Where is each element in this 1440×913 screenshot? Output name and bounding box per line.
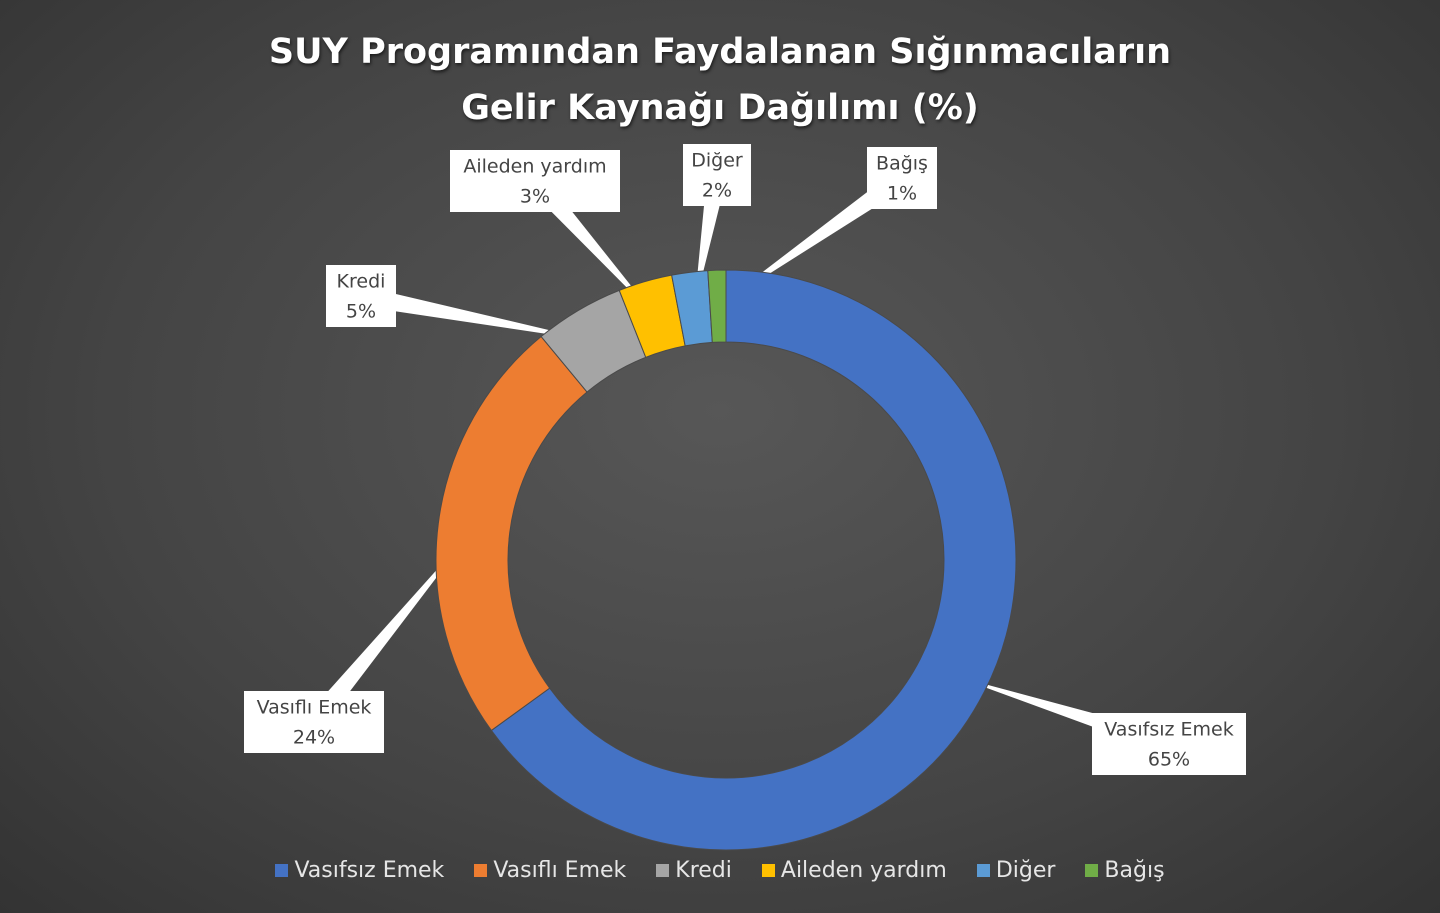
- legend-swatch: [656, 864, 670, 877]
- legend-item: Kredi: [656, 858, 732, 883]
- label-box: [1092, 713, 1246, 775]
- legend-item: Aileden yardım: [761, 858, 947, 883]
- label-box: [450, 150, 620, 212]
- legend-label: Vasıfsız Emek: [294, 858, 445, 883]
- legend-swatch: [761, 864, 775, 877]
- donut-slice: [435, 335, 588, 732]
- legend-swatch: [275, 864, 289, 877]
- legend-swatch: [976, 864, 990, 877]
- legend-label: Vasıflı Emek: [493, 858, 627, 883]
- data-label-name: Vasıflı Emek: [257, 697, 372, 719]
- data-label: 3%: [520, 186, 550, 208]
- label-box: [683, 144, 751, 206]
- legend-item: Diğer: [976, 858, 1056, 883]
- data-label: 2%: [702, 180, 732, 202]
- label-box: [244, 691, 384, 753]
- donut-slice: [490, 269, 1017, 851]
- data-label-name: Diğer: [691, 150, 743, 172]
- legend: Vasıfsız Emek Vasıflı Emek Kredi Aileden ya…: [0, 858, 1440, 883]
- legend-item: Bağış: [1085, 858, 1165, 883]
- data-label: 24%: [293, 727, 335, 749]
- data-labels: Vasıfsız Emek 65% Vasıflı Emek 24% Kredi 5% Ai…: [244, 144, 1246, 775]
- legend-label: Kredi: [675, 858, 732, 883]
- legend-label: Aileden yardım: [780, 858, 947, 883]
- chart-title: SUY Programından Faydalanan Sığınmacılar…: [268, 32, 1172, 128]
- data-label-name: Aileden yardım: [463, 156, 606, 178]
- legend-swatch: [474, 864, 488, 877]
- data-label-name: Bağış: [876, 153, 928, 175]
- data-label: 1%: [887, 183, 917, 205]
- data-label: 65%: [1148, 749, 1190, 771]
- legend-label: Bağış: [1104, 858, 1165, 883]
- callout: [306, 528, 475, 729]
- callout: [359, 286, 597, 342]
- legend-item: Vasıfsız Emek: [275, 858, 444, 883]
- legend-swatch: [1085, 864, 1099, 877]
- label-box: [326, 265, 396, 327]
- data-label: 5%: [346, 301, 376, 323]
- callout: [718, 169, 908, 307]
- data-label-name: Kredi: [337, 271, 386, 293]
- legend-label: Diğer: [995, 858, 1056, 883]
- label-box: [867, 147, 937, 209]
- legend-item: Vasıflı Emek: [474, 858, 626, 883]
- donut-slice: [707, 269, 727, 343]
- data-label-name: Vasıfsız Emek: [1104, 719, 1233, 741]
